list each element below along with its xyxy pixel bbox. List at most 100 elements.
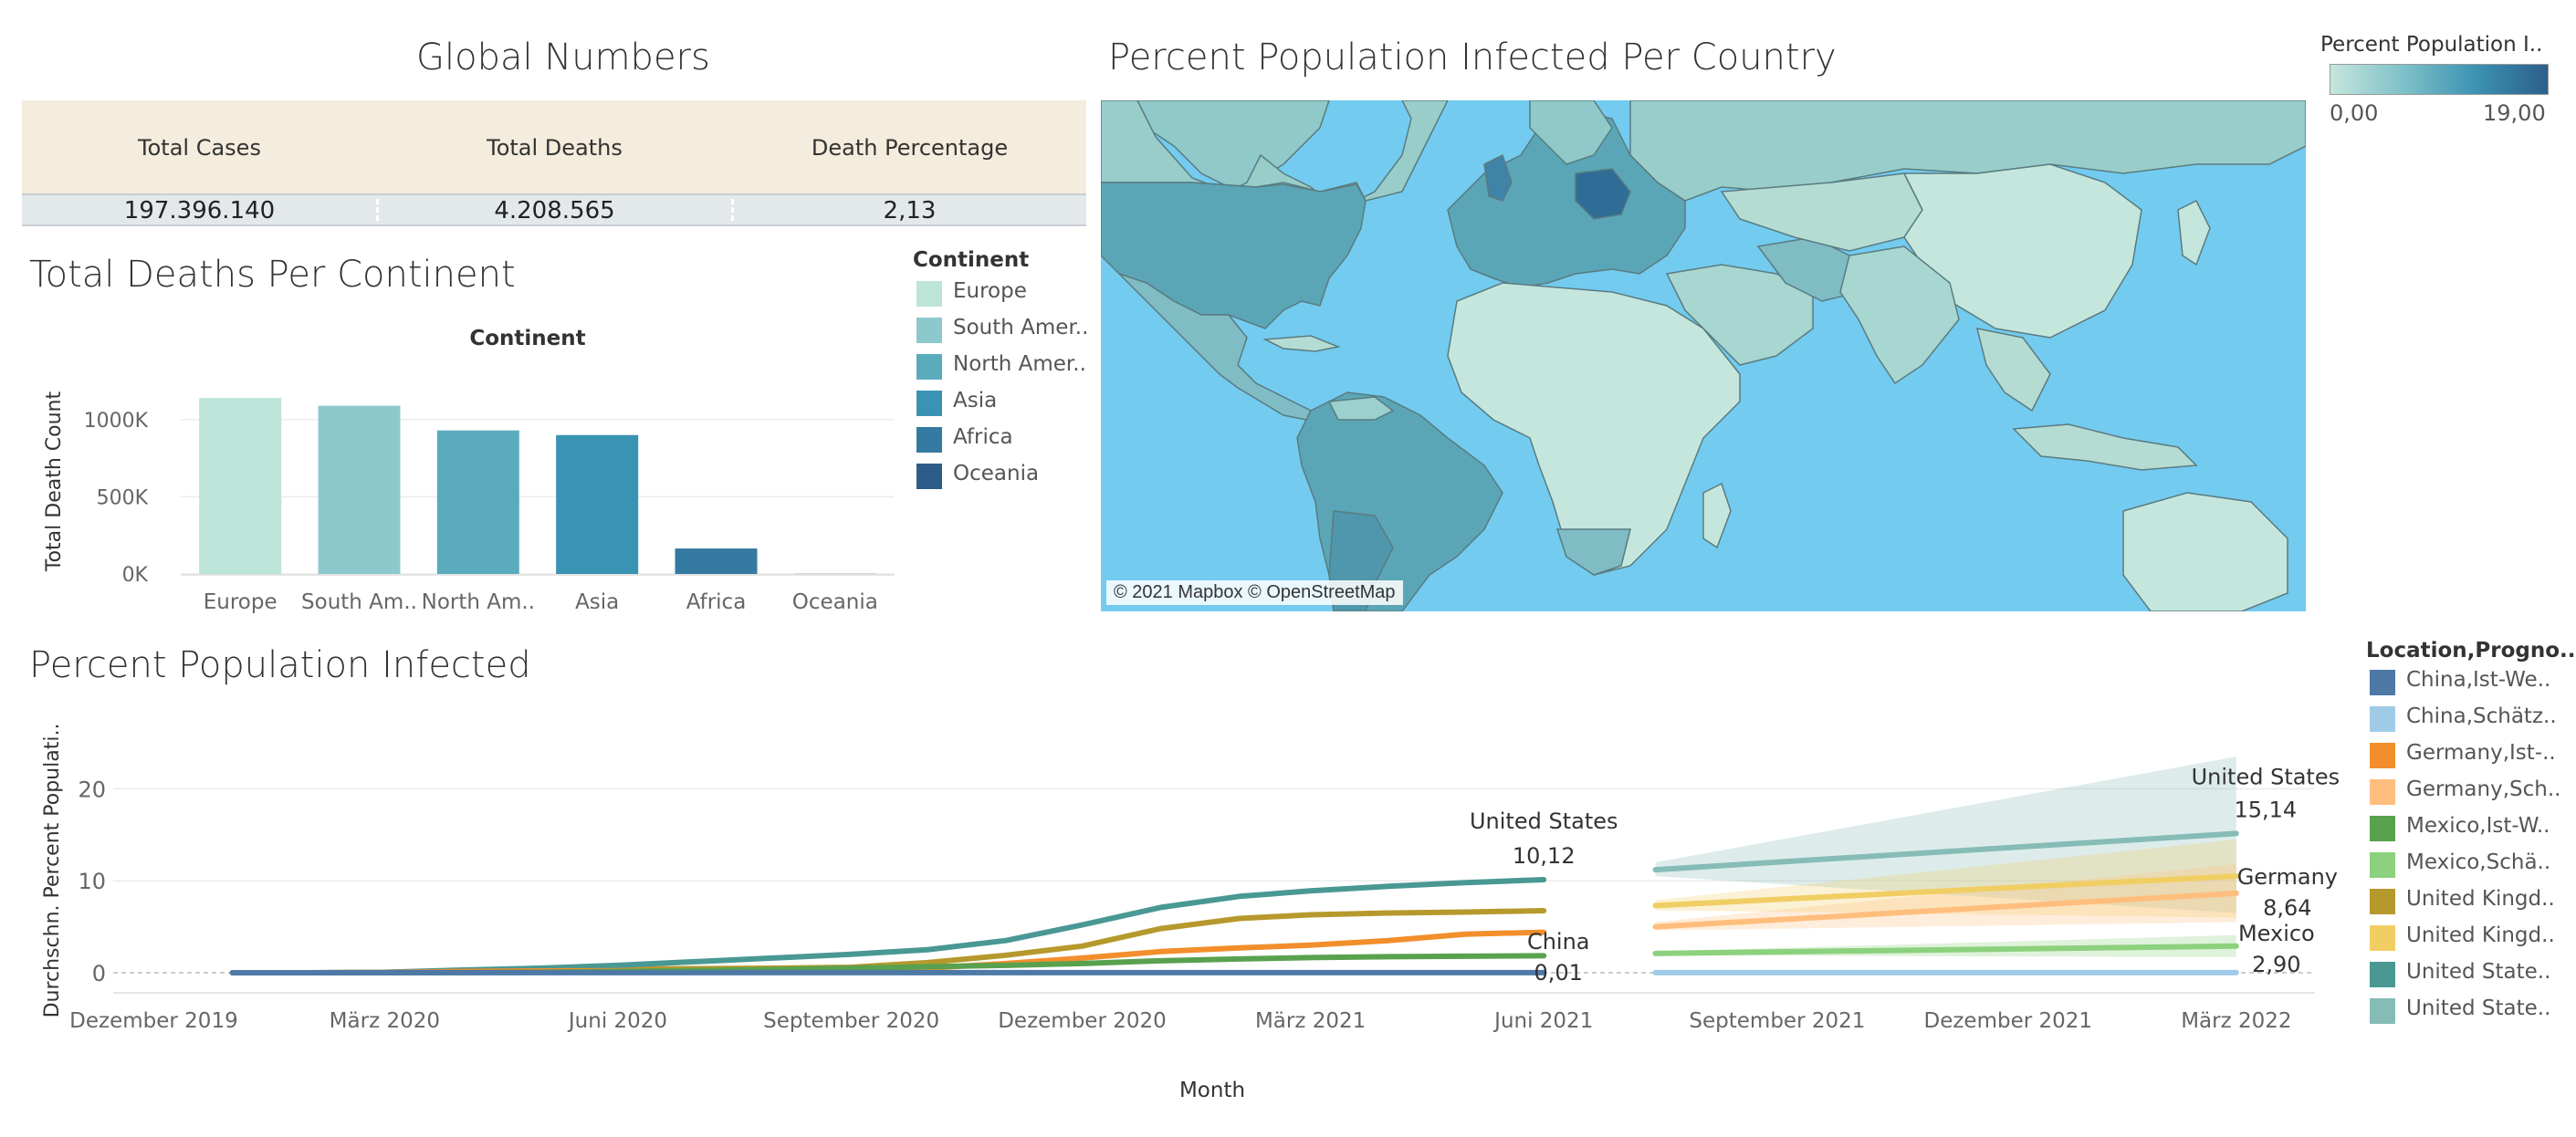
forecast-line — [1652, 873, 2239, 909]
map-legend-title: Percent Population I.. — [2320, 33, 2543, 57]
continent-legend-label[interactable]: Oceania — [953, 462, 1040, 485]
location-legend-swatch[interactable] — [2370, 779, 2395, 805]
kpi-value-total-cases[interactable]: 197.396.140 — [123, 197, 276, 224]
location-legend-label[interactable]: Germany,Ist-.. — [2406, 741, 2556, 765]
location-legend-label[interactable]: China,Ist-We.. — [2406, 668, 2551, 692]
line-xtick-label: Juni 2021 — [1492, 1009, 1593, 1033]
bar-ytick-label: 500K — [97, 486, 149, 509]
map-region-africa — [1447, 282, 1741, 576]
map-region-australia — [2122, 492, 2288, 611]
kpi-header-death-percentage: Death Percentage — [811, 135, 1009, 161]
bar-europe — [199, 398, 282, 574]
world-map[interactable] — [1101, 100, 2306, 611]
location-legend-label[interactable]: Germany,Sch.. — [2406, 777, 2561, 801]
location-legend-label[interactable]: China,Schätz.. — [2406, 704, 2557, 728]
map-region-south-america — [1296, 391, 1503, 611]
continent-legend-swatch[interactable] — [916, 318, 942, 343]
location-legend-label[interactable]: Mexico,Schä.. — [2406, 850, 2551, 874]
map-region-usa — [1101, 182, 1367, 329]
location-legend-swatch[interactable] — [2370, 670, 2395, 695]
forecast-band — [1655, 756, 2236, 913]
location-legend-label[interactable]: United Kingd.. — [2406, 923, 2555, 947]
line-xtick-label: Juni 2020 — [567, 1009, 667, 1033]
annotation-label: Germany — [2237, 864, 2338, 890]
map-region-uk — [1483, 153, 1513, 202]
bar-asia — [556, 434, 639, 574]
line-x-axis-label: Month — [1179, 1079, 1245, 1102]
line-xtick-label: Dezember 2020 — [998, 1009, 1167, 1033]
continent-legend-label[interactable]: North Amer.. — [953, 352, 1086, 376]
line-ytick-label: 0 — [92, 961, 106, 986]
continent-legend-label[interactable]: Europe — [953, 279, 1027, 303]
kpi-values-row: 197.396.140 4.208.565 2,13 — [22, 193, 1086, 226]
forecast-band — [1655, 864, 2236, 931]
map-credit[interactable]: © 2021 Mapbox © OpenStreetMap — [1106, 580, 1403, 605]
map-title: Percent Population Infected Per Country — [1108, 37, 1837, 78]
location-legend-label[interactable]: United State.. — [2406, 996, 2551, 1020]
annotation-value: 2,90 — [2252, 952, 2300, 977]
forecast-line — [1652, 943, 2239, 956]
continent-legend-label[interactable]: South Amer.. — [953, 316, 1089, 339]
forecast-line — [1652, 830, 2239, 873]
kpi-value-death-percentage[interactable]: 2,13 — [883, 197, 937, 224]
continent-legend-label[interactable]: Asia — [953, 389, 998, 412]
continent-legend-label[interactable]: Africa — [953, 425, 1013, 449]
annotation-value: 0,01 — [1534, 960, 1583, 986]
map-region-indonesia — [2012, 423, 2198, 471]
bar-xtick-label: Asia — [575, 590, 619, 614]
continent-legend-swatch[interactable] — [916, 281, 942, 307]
map-region-madagascar — [1702, 482, 1732, 549]
deaths-bar-chart: Continent 0K 500K 1000K Total Death Count Eur… — [43, 327, 895, 614]
location-legend-swatch[interactable] — [2370, 962, 2395, 987]
location-legend-swatch[interactable] — [2370, 998, 2395, 1024]
location-legend-title: Location,Progno.. — [2366, 639, 2576, 662]
annotation-value: 10,12 — [1513, 843, 1576, 869]
location-legend-swatch[interactable] — [2370, 743, 2395, 768]
bar-ytick-label: 1000K — [84, 410, 149, 433]
location-legend-label[interactable]: United State.. — [2406, 960, 2551, 984]
location-legend-swatch[interactable] — [2370, 925, 2395, 951]
map-legend-min: 0,00 — [2330, 100, 2379, 126]
map-region-southeast-asia — [1975, 328, 2051, 412]
continent-legend-swatch[interactable] — [916, 391, 942, 416]
location-legend-label[interactable]: Mexico,Ist-W.. — [2406, 814, 2550, 838]
line-y-axis-label: Durchschn. Percent Populati.. — [41, 724, 64, 1018]
kpi-separator — [376, 199, 379, 221]
bar-xtick-label: Africa — [686, 590, 747, 614]
annotation-label: China — [1527, 929, 1590, 954]
continent-legend-swatch[interactable] — [916, 354, 942, 380]
line-xtick-label: Dezember 2019 — [69, 1009, 238, 1033]
map-region-cuba — [1262, 335, 1341, 352]
line-xtick-label: März 2021 — [1255, 1009, 1366, 1033]
continent-legend-title: Continent — [913, 248, 1030, 272]
kpi-value-total-deaths[interactable]: 4.208.565 — [494, 197, 615, 224]
line-xtick-label: September 2021 — [1689, 1009, 1865, 1033]
map-region-central-europe — [1575, 168, 1631, 220]
bar-north-am- — [436, 430, 519, 574]
annotation-label: United States — [2192, 764, 2340, 789]
map-region-south-africa — [1555, 528, 1631, 576]
location-legend-swatch[interactable] — [2370, 889, 2395, 914]
map-legend-max: 19,00 — [2483, 100, 2546, 126]
map-region-scandinavia — [1529, 100, 1613, 165]
bar-xtick-label: Europe — [204, 590, 277, 614]
map-region-japan — [2177, 199, 2211, 266]
line-xtick-label: September 2020 — [763, 1009, 939, 1033]
bar-chart-subtitle: Continent — [469, 327, 585, 350]
continent-legend-swatch[interactable] — [916, 427, 942, 453]
bar-xtick-label: South Am.. — [301, 590, 417, 614]
map-color-ramp — [2330, 64, 2549, 95]
location-legend-swatch[interactable] — [2370, 852, 2395, 878]
annotation-label: Mexico — [2238, 921, 2315, 946]
location-legend-label[interactable]: United Kingd.. — [2406, 887, 2555, 911]
continent-legend-swatch[interactable] — [916, 464, 942, 489]
location-legend-swatch[interactable] — [2370, 706, 2395, 732]
kpi-separator — [731, 199, 734, 221]
world-map-shapes — [1101, 100, 2306, 611]
map-region-china — [1902, 163, 2142, 339]
kpi-header-row: Total Cases Total Deaths Death Percentag… — [22, 100, 1086, 193]
map-region-india — [1839, 245, 1960, 385]
forecast-line — [1652, 890, 2239, 930]
deaths-chart-title: Total Deaths Per Continent — [29, 254, 516, 296]
location-legend-swatch[interactable] — [2370, 816, 2395, 841]
